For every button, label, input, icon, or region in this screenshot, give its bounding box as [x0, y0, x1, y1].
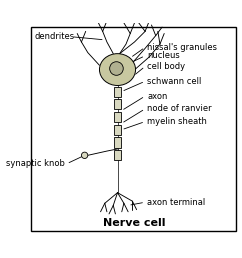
Bar: [114, 150, 121, 160]
Text: axon: axon: [147, 92, 168, 101]
Text: myelin sheath: myelin sheath: [147, 117, 207, 126]
Circle shape: [82, 152, 88, 158]
Text: axon terminal: axon terminal: [147, 198, 205, 207]
Text: nissal's granules: nissal's granules: [147, 43, 217, 52]
Bar: [114, 86, 121, 97]
Bar: [114, 99, 121, 109]
Text: node of ranvier: node of ranvier: [147, 104, 212, 113]
Circle shape: [110, 62, 123, 75]
Bar: [114, 112, 121, 122]
Text: nucleus: nucleus: [147, 51, 180, 60]
Text: cell body: cell body: [147, 62, 185, 71]
Bar: [114, 125, 121, 135]
Ellipse shape: [99, 54, 136, 85]
Bar: [114, 138, 121, 148]
Text: dendrites: dendrites: [35, 32, 75, 41]
Text: Nerve cell: Nerve cell: [103, 219, 166, 228]
Text: synaptic knob: synaptic knob: [6, 159, 64, 168]
Text: schwann cell: schwann cell: [147, 77, 202, 86]
